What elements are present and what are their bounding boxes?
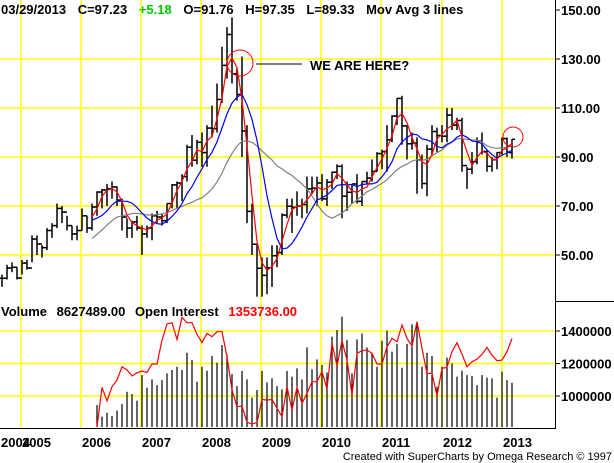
price-bar: [4, 264, 10, 280]
price-tick-label: 50.00: [561, 248, 594, 263]
price-tick-label: 130.00: [561, 52, 601, 67]
price-bar: [499, 137, 505, 155]
year-label: 2009: [262, 435, 291, 450]
annotation-label: WE ARE HERE?: [310, 58, 409, 73]
price-bar: [194, 139, 200, 165]
price-bar: [69, 224, 75, 241]
price-bar: [104, 183, 110, 206]
header-change: +5.18: [139, 2, 172, 17]
price-bar: [339, 164, 345, 219]
price-bar: [424, 144, 430, 197]
price-bar: [44, 228, 50, 251]
annotation-circle-current: [502, 126, 524, 148]
header-close: C=97.23: [78, 2, 128, 17]
price-bar: [244, 125, 250, 224]
price-tick-label: 70.00: [561, 199, 594, 214]
price-bar: [284, 198, 290, 219]
volume-tick-label: 1200000: [561, 357, 612, 372]
price-bar: [149, 213, 155, 241]
year-label: 2004: [1, 435, 31, 450]
axis-labels: 150.00 130.00 110.00 90.00 70.00 50.00 1400000…: [1, 3, 612, 450]
price-bar: [59, 206, 65, 224]
price-bar: [74, 225, 80, 241]
price-tick-label: 150.00: [561, 3, 601, 18]
volume-tick-label: 1000000: [561, 389, 612, 404]
volume-tick-label: 1400000: [561, 324, 612, 339]
moving-average-mid: [91, 93, 513, 250]
year-label: 2005: [22, 435, 51, 450]
price-tick-label: 90.00: [561, 150, 594, 165]
price-bar: [184, 144, 190, 182]
price-bar: [79, 208, 85, 232]
volume-pane: [96, 316, 513, 427]
annotation-circle-2008-peak: [226, 49, 254, 77]
price-bar: [429, 125, 435, 155]
oi-value: 1353736.00: [228, 304, 297, 319]
year-label: 2013: [503, 435, 532, 450]
header-open: O=91.76: [183, 2, 233, 17]
price-bar: [264, 257, 270, 295]
header-date: 03/29/2013: [1, 2, 66, 17]
price-bar: [399, 95, 405, 145]
price-bar: [29, 235, 35, 269]
header-study: Mov Avg 3 lines: [366, 2, 463, 17]
year-label: 2011: [382, 435, 410, 450]
price-pane: [0, 17, 515, 297]
price-bar: [84, 215, 90, 233]
price-bar: [299, 198, 305, 219]
moving-average-slow: [91, 137, 513, 239]
price-bar: [34, 235, 40, 255]
price-bar: [64, 211, 70, 231]
price-bar: [509, 138, 515, 159]
price-bar: [274, 245, 280, 268]
header-high: H=97.35: [245, 2, 295, 17]
price-bar: [414, 137, 420, 194]
price-bar: [354, 174, 360, 204]
year-label: 2008: [202, 435, 231, 450]
moving-average-fast: [91, 56, 513, 272]
footer-credit: Created with SuperCharts by Omega Resear…: [343, 451, 612, 463]
volume-label: Volume: [1, 304, 47, 319]
price-bar: [294, 191, 300, 216]
price-bar: [209, 105, 215, 138]
price-bar: [179, 174, 185, 202]
year-label: 2006: [82, 435, 111, 450]
oi-label: Open Interest: [135, 304, 219, 319]
price-bar: [139, 225, 145, 255]
price-bar: [0, 274, 5, 287]
price-bar: [444, 108, 450, 143]
price-tick-label: 110.00: [561, 101, 600, 116]
volume-header: Volume 8627489.00 Open Interest 1353736.…: [1, 304, 297, 319]
header-low: L=89.33: [306, 2, 354, 17]
price-bar: [119, 198, 125, 231]
volume-value: 8627489.00: [57, 304, 126, 319]
price-bar: [349, 183, 355, 204]
price-bar: [199, 132, 205, 167]
price-bar: [54, 203, 60, 229]
open-interest-line: [96, 316, 513, 427]
price-bar: [304, 176, 310, 214]
year-label: 2010: [322, 435, 351, 450]
chart-header: 03/29/2013 C=97.23 +5.18 O=91.76 H=97.35…: [1, 2, 463, 17]
year-label: 2007: [142, 435, 171, 450]
price-bar: [394, 97, 400, 126]
year-label: 2012: [443, 435, 472, 450]
